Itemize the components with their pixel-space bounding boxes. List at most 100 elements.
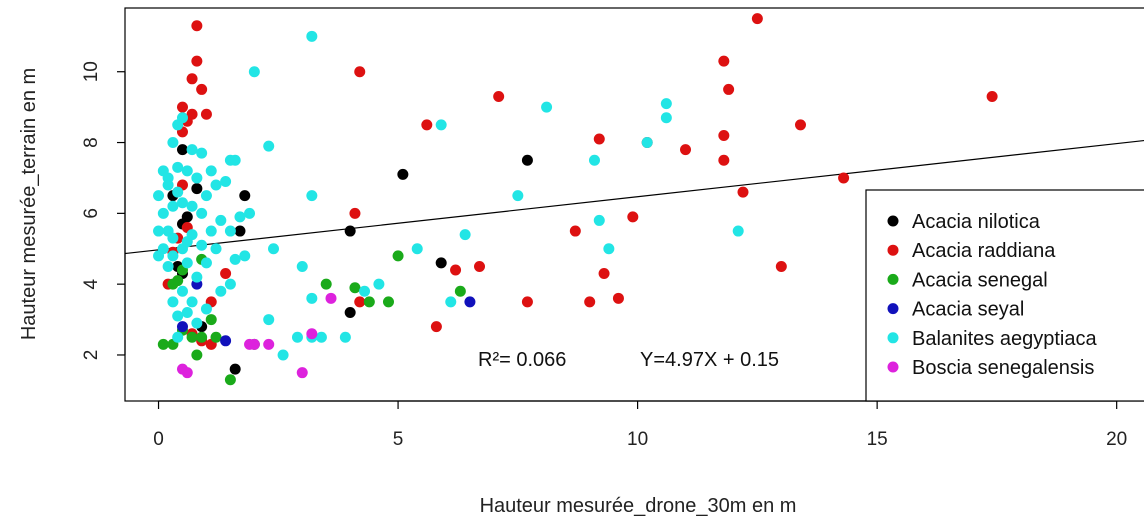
data-point (229, 154, 241, 166)
data-point (191, 20, 203, 32)
legend-label: Balanites aegyptiaca (912, 328, 1097, 350)
data-point (344, 306, 356, 318)
data-point (584, 296, 596, 308)
data-point (157, 243, 169, 255)
data-point (718, 55, 730, 67)
data-point (325, 292, 337, 304)
data-point (176, 285, 188, 297)
data-point (229, 363, 241, 375)
data-point (354, 296, 366, 308)
legend-marker (887, 361, 899, 373)
legend-label: Acacia raddiana (912, 240, 1056, 262)
series-2 (157, 250, 466, 386)
data-point (339, 331, 351, 343)
data-point (268, 243, 280, 255)
data-point (986, 91, 998, 103)
points-layer (153, 13, 998, 386)
data-point (176, 197, 188, 209)
data-point (200, 303, 212, 315)
data-point (291, 331, 303, 343)
data-point (373, 278, 385, 290)
data-point (354, 66, 366, 78)
data-point (464, 296, 476, 308)
data-point (172, 186, 184, 198)
data-point (215, 285, 227, 297)
data-point (306, 30, 318, 42)
data-point (244, 207, 256, 219)
data-point (176, 101, 188, 113)
legend-marker (887, 244, 899, 256)
data-point (181, 165, 193, 177)
data-point (521, 296, 533, 308)
data-point (454, 285, 466, 297)
legend-label: Acacia seyal (912, 299, 1024, 321)
data-point (349, 282, 361, 294)
data-point (430, 321, 442, 333)
data-point (641, 137, 653, 149)
data-point (196, 207, 208, 219)
data-point (349, 207, 361, 219)
data-point (450, 264, 462, 276)
data-point (181, 257, 193, 269)
data-point (229, 253, 241, 265)
r-squared-annotation: R²= 0.066 (478, 349, 566, 371)
data-point (521, 154, 533, 166)
data-point (239, 190, 251, 202)
data-point (306, 190, 318, 202)
data-point (200, 257, 212, 269)
data-point (191, 317, 203, 329)
data-point (181, 211, 193, 223)
data-point (186, 200, 198, 212)
data-point (191, 55, 203, 67)
data-point (732, 225, 744, 237)
data-point (215, 214, 227, 226)
data-point (359, 285, 371, 297)
data-point (172, 310, 184, 322)
data-point (224, 225, 236, 237)
series-5 (176, 292, 337, 379)
x-tick-label: 10 (627, 429, 648, 450)
legend-label: Acacia senegal (912, 269, 1048, 291)
data-point (660, 112, 672, 124)
data-point (153, 225, 165, 237)
data-point (186, 296, 198, 308)
data-point (162, 172, 174, 184)
data-point (435, 119, 447, 131)
data-point (224, 374, 236, 386)
data-point (172, 161, 184, 173)
y-tick-label: 10 (81, 61, 102, 82)
data-point (277, 349, 289, 361)
data-point (210, 179, 222, 191)
data-point (196, 331, 208, 343)
data-point (162, 260, 174, 272)
x-tick-label: 15 (867, 429, 888, 450)
data-point (723, 83, 735, 95)
data-point (541, 101, 553, 113)
data-point (315, 331, 327, 343)
data-point (220, 175, 232, 187)
legend-marker (887, 332, 899, 344)
x-tick-label: 5 (393, 429, 404, 450)
data-point (186, 229, 198, 241)
data-point (167, 250, 179, 262)
data-point (172, 331, 184, 343)
data-point (186, 73, 198, 85)
data-point (296, 367, 308, 379)
data-point (248, 66, 260, 78)
data-point (588, 154, 600, 166)
data-point (435, 257, 447, 269)
data-point (603, 243, 615, 255)
y-tick-label: 8 (81, 137, 102, 148)
legend-marker (887, 303, 899, 315)
regression-equation-annotation: Y=4.97X + 0.15 (640, 349, 779, 371)
data-point (196, 239, 208, 251)
data-point (234, 211, 246, 223)
data-point (157, 338, 169, 350)
data-point (186, 331, 198, 343)
data-point (411, 243, 423, 255)
data-point (196, 83, 208, 95)
data-point (153, 190, 165, 202)
data-point (157, 207, 169, 219)
data-point (593, 133, 605, 145)
